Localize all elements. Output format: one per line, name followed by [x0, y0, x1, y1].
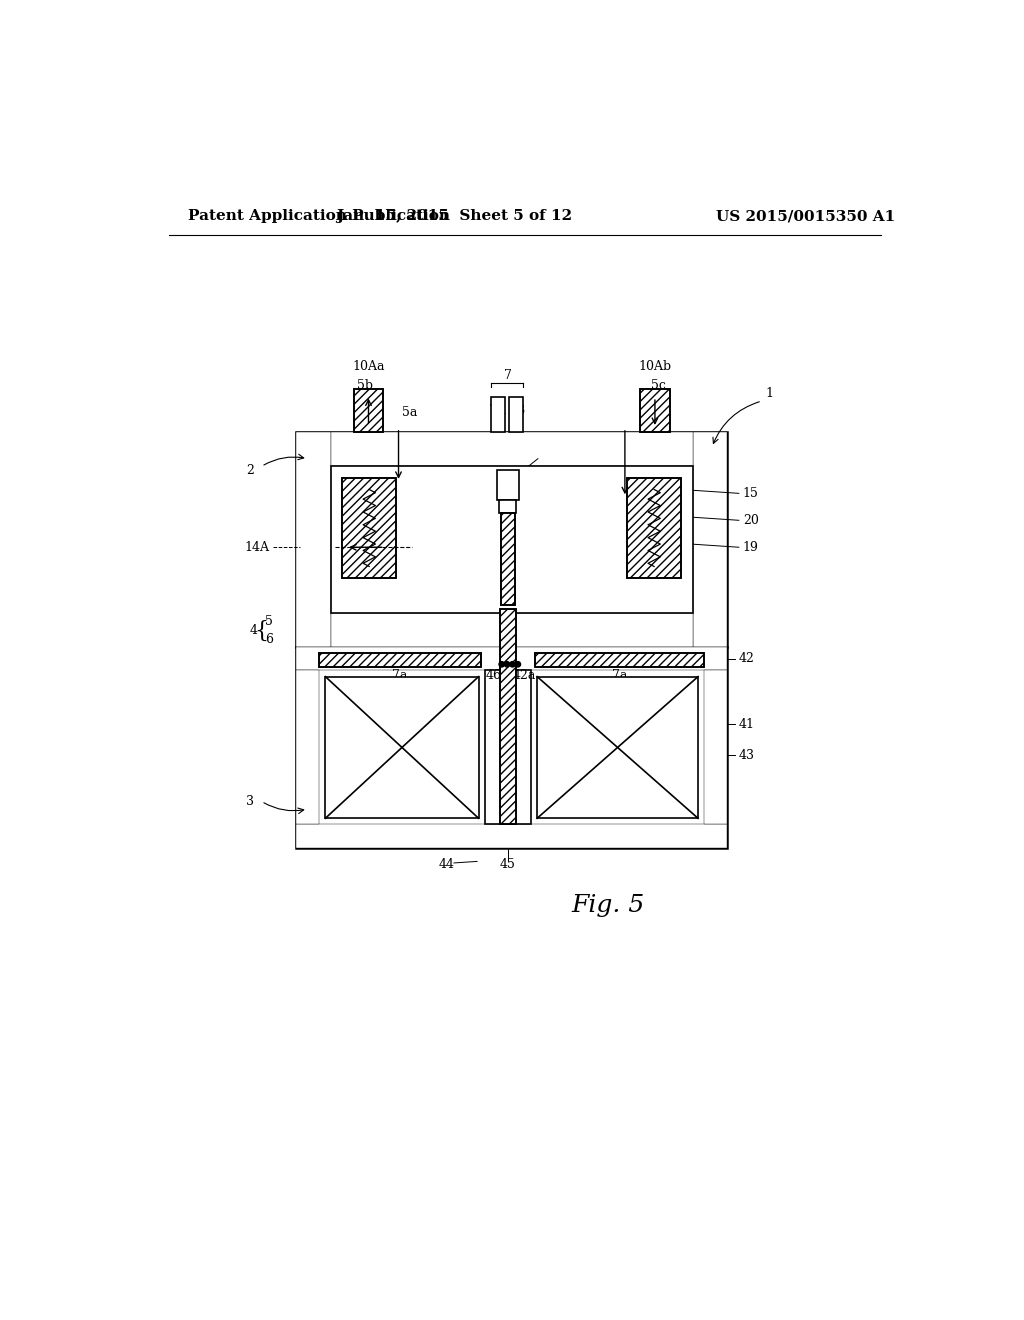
Bar — [331, 432, 692, 466]
Bar — [296, 432, 331, 647]
Circle shape — [515, 661, 520, 667]
Text: 42a: 42a — [513, 669, 537, 682]
Bar — [500, 609, 515, 825]
Bar — [319, 653, 481, 667]
Bar — [319, 653, 481, 667]
Text: US 2015/0015350 A1: US 2015/0015350 A1 — [716, 209, 895, 223]
Bar — [342, 478, 396, 578]
Bar — [628, 478, 681, 578]
Text: 3: 3 — [246, 795, 254, 808]
Text: Patent Application Publication: Patent Application Publication — [188, 209, 451, 223]
Bar — [296, 432, 331, 647]
Bar — [296, 671, 319, 825]
Bar — [500, 499, 516, 513]
Bar — [296, 825, 727, 847]
Bar — [331, 612, 692, 647]
Bar — [296, 825, 727, 847]
Bar — [296, 647, 727, 671]
Text: 4: 4 — [250, 624, 258, 638]
Bar — [484, 671, 531, 825]
Text: 46: 46 — [486, 669, 502, 682]
Bar — [692, 432, 727, 647]
Bar — [296, 647, 727, 671]
Circle shape — [499, 661, 505, 667]
Bar — [331, 432, 692, 466]
Text: 47: 47 — [502, 669, 517, 682]
Text: Jan. 15, 2015  Sheet 5 of 12: Jan. 15, 2015 Sheet 5 of 12 — [336, 209, 572, 223]
Bar — [500, 609, 515, 825]
Text: 5: 5 — [265, 615, 273, 628]
Text: 14A: 14A — [244, 541, 269, 554]
Bar — [331, 466, 692, 612]
Text: {: { — [254, 619, 268, 642]
Bar — [705, 671, 727, 825]
Text: 10Ab: 10Ab — [638, 360, 672, 372]
Bar — [538, 677, 698, 818]
Bar — [535, 653, 705, 667]
Bar — [640, 389, 670, 432]
Text: 15: 15 — [742, 487, 759, 500]
Text: 1: 1 — [766, 387, 774, 400]
Text: 2: 2 — [246, 463, 254, 477]
Bar — [296, 671, 319, 825]
Text: Fig. 5: Fig. 5 — [571, 894, 644, 917]
Text: 7: 7 — [504, 370, 512, 381]
Bar — [628, 478, 681, 578]
Bar — [692, 432, 727, 647]
Text: 6: 6 — [265, 634, 273, 647]
Bar — [296, 432, 727, 647]
Bar — [326, 677, 478, 818]
Text: 7a: 7a — [611, 669, 627, 682]
Text: 7B: 7B — [508, 404, 525, 417]
Text: 17: 17 — [534, 467, 550, 480]
Text: 5a: 5a — [402, 407, 418, 418]
Text: 5b: 5b — [356, 379, 373, 392]
Text: 10Aa: 10Aa — [352, 360, 385, 372]
Circle shape — [505, 661, 510, 667]
Bar — [501, 513, 515, 605]
Text: 20: 20 — [742, 513, 759, 527]
Text: 7A: 7A — [489, 404, 506, 417]
Text: 42: 42 — [739, 652, 755, 665]
Text: 5c: 5c — [651, 379, 667, 392]
Text: 45: 45 — [500, 858, 516, 871]
Bar — [490, 397, 505, 432]
Bar — [535, 653, 705, 667]
Bar — [497, 470, 518, 499]
Text: 43: 43 — [739, 748, 755, 762]
Bar — [296, 647, 727, 847]
Text: 44: 44 — [438, 858, 455, 871]
Bar — [501, 513, 515, 605]
Text: 7a: 7a — [392, 669, 408, 682]
Bar — [509, 397, 523, 432]
Bar — [331, 612, 692, 647]
Bar — [640, 389, 670, 432]
Bar — [484, 671, 531, 825]
Text: 19: 19 — [742, 541, 759, 554]
Bar — [342, 478, 396, 578]
Bar — [354, 389, 383, 432]
Text: 41: 41 — [739, 718, 755, 731]
Bar — [354, 389, 383, 432]
Circle shape — [510, 661, 515, 667]
Text: 18: 18 — [472, 504, 488, 517]
Bar — [705, 671, 727, 825]
Text: 44a: 44a — [390, 689, 414, 702]
